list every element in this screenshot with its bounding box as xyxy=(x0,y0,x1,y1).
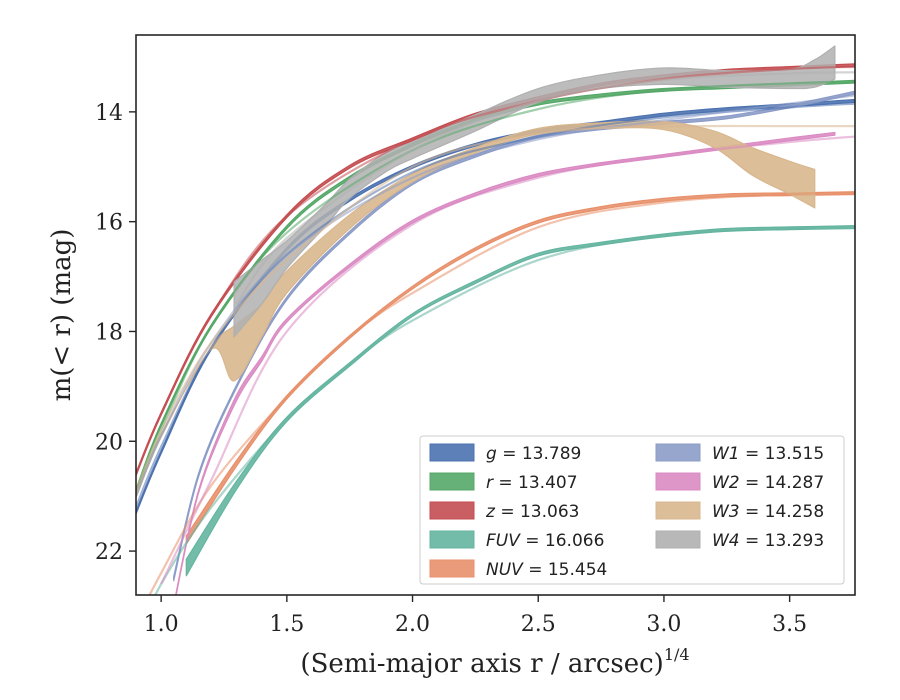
model-line-FUV xyxy=(154,224,855,595)
legend-label-z: z = 13.063 xyxy=(485,502,579,522)
y-axis-label: m(< r) (mag) xyxy=(47,229,77,402)
plot-frame xyxy=(135,34,856,596)
y-tick-label: 22 xyxy=(95,540,123,565)
legend-swatch-W1 xyxy=(655,443,701,462)
legend-swatch-W4 xyxy=(655,530,701,549)
legend-box xyxy=(419,435,845,585)
y-tick-label: 20 xyxy=(95,430,123,455)
legend-swatch-FUV xyxy=(429,530,475,549)
legend-label-r: r = 13.407 xyxy=(486,473,578,493)
y-tick-label: 14 xyxy=(95,101,123,126)
x-tick-label: 3.5 xyxy=(772,612,807,637)
series-band-z xyxy=(136,63,855,477)
model-line-W2 xyxy=(160,135,855,585)
legend-label-FUV: FUV = 16.066 xyxy=(486,531,604,551)
x-axis-label-text: (Semi-major axis r / arcsec) xyxy=(300,649,663,679)
x-tick-label: 2.0 xyxy=(395,612,430,637)
x-axis-ticks: 1.0 1.5 2.0 2.5 3.0 3.5 xyxy=(144,595,807,637)
x-axis-label: (Semi-major axis r / arcsec)1/4 xyxy=(300,645,689,679)
legend-label-W4: W4 = 13.293 xyxy=(712,531,824,551)
legend-swatch-W2 xyxy=(655,472,701,491)
legend-swatch-W3 xyxy=(655,501,701,520)
series-band-W1 xyxy=(173,90,855,582)
x-axis-label-exponent: 1/4 xyxy=(664,645,690,664)
series-model-lines xyxy=(136,65,855,595)
x-tick-label: 2.5 xyxy=(521,612,556,637)
x-tick-label: 1.5 xyxy=(269,612,304,637)
legend-label-g: g = 13.789 xyxy=(486,444,581,464)
legend-swatch-z xyxy=(429,501,475,520)
model-line-W1 xyxy=(136,94,855,497)
series-band-r xyxy=(136,79,855,493)
series-band-W2 xyxy=(175,131,836,595)
y-tick-label: 16 xyxy=(95,211,123,236)
legend-label-NUV: NUV = 15.454 xyxy=(486,560,607,580)
model-line-z xyxy=(136,65,855,475)
series-band-W3 xyxy=(136,120,816,499)
legend-label-W1: W1 = 13.515 xyxy=(712,444,824,464)
legend-label-W3: W3 = 14.258 xyxy=(712,502,824,522)
legend-swatch-NUV xyxy=(429,559,475,578)
x-tick-label: 3.0 xyxy=(646,612,681,637)
y-tick-label: 18 xyxy=(95,320,123,345)
model-line-NUV xyxy=(148,191,855,595)
model-line-W3 xyxy=(136,124,855,492)
legend-swatch-g xyxy=(429,443,475,462)
x-tick-label: 1.0 xyxy=(144,612,179,637)
model-line-W4 xyxy=(235,71,855,305)
legend-swatch-r xyxy=(429,472,475,491)
legend-label-W2: W2 = 14.287 xyxy=(712,473,824,493)
legend: g = 13.789 r = 13.407 z = 13.063 FUV = 16.0… xyxy=(419,435,845,585)
y-axis-ticks: 14 16 18 20 22 xyxy=(95,101,136,565)
